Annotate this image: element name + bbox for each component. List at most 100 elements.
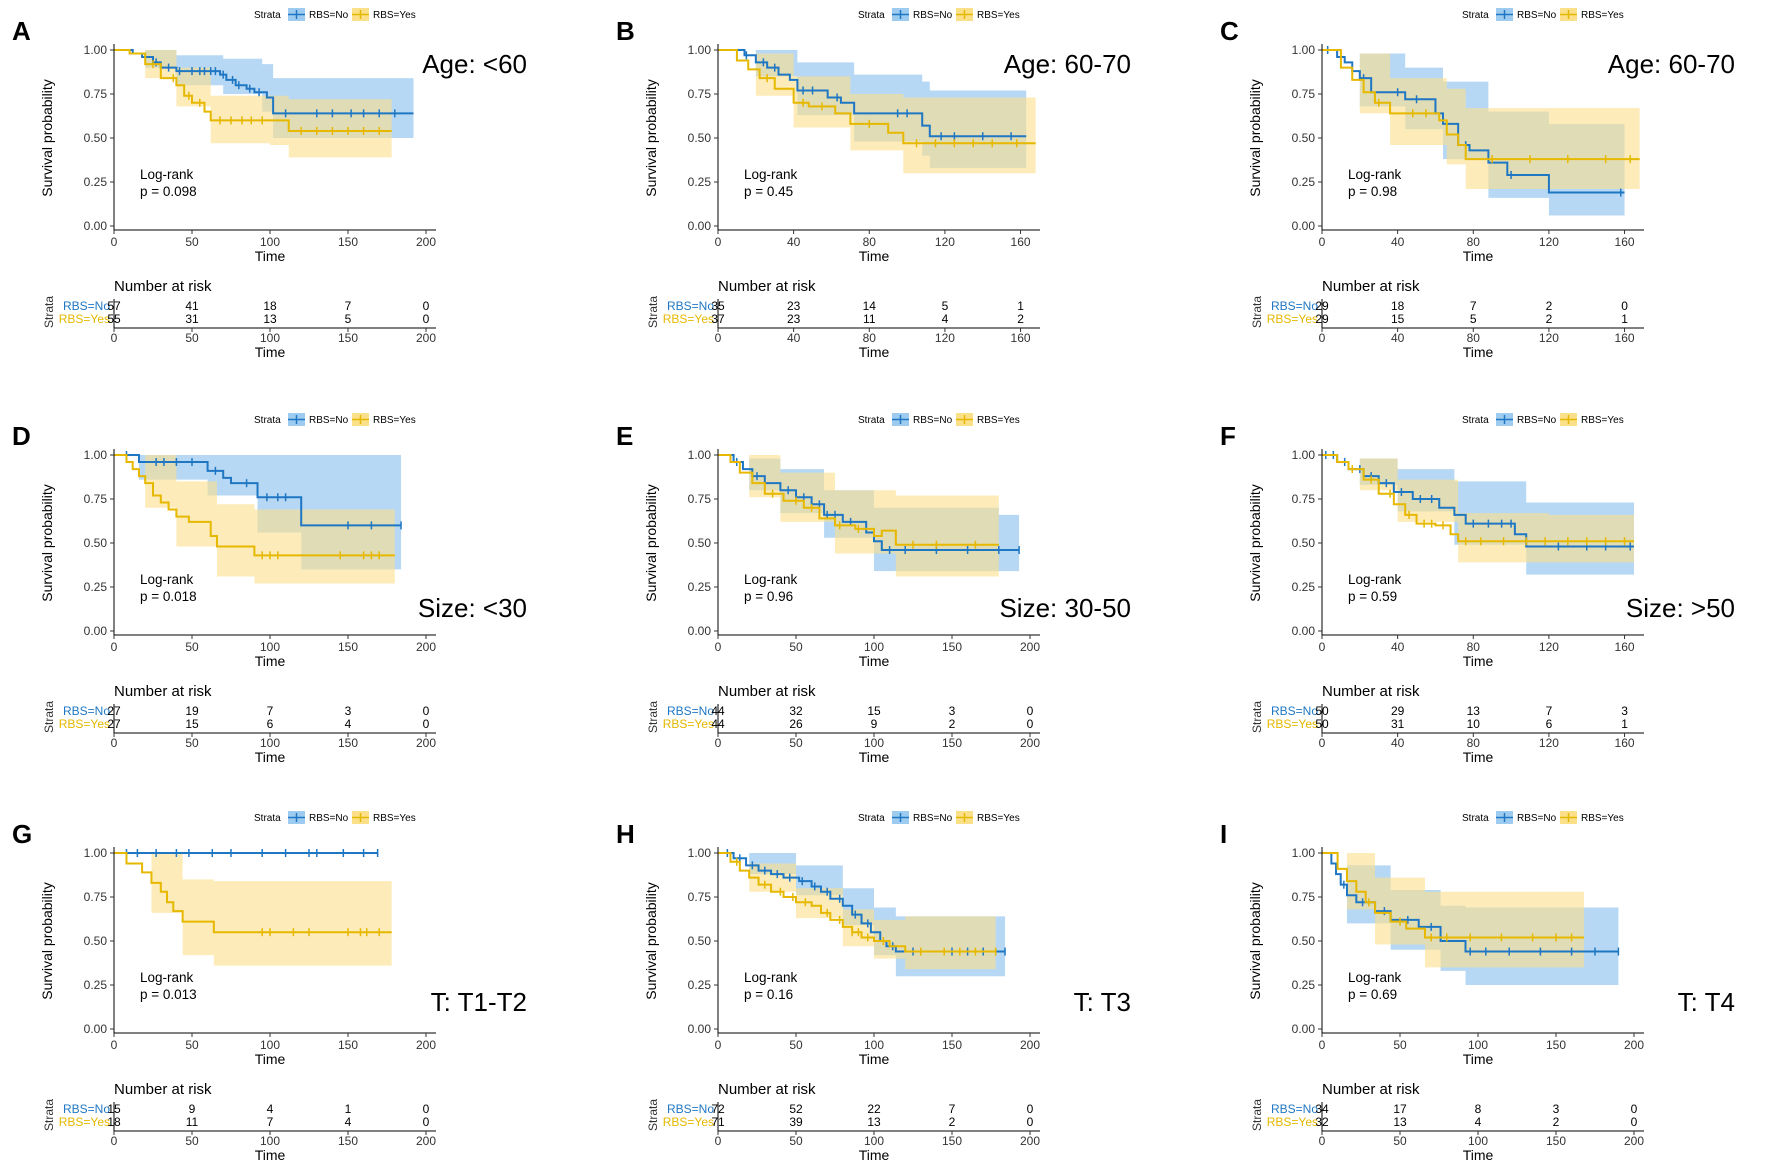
risk-row-label: RBS=Yes bbox=[1267, 1115, 1318, 1129]
ci-band-yes bbox=[1322, 50, 1640, 190]
risk-count: 7 bbox=[1470, 299, 1477, 313]
x-tick-label: 50 bbox=[789, 1038, 803, 1052]
p-value: p = 0.69 bbox=[1348, 987, 1397, 1002]
risk-x-tick-label: 160 bbox=[1011, 331, 1031, 345]
risk-table-title: Number at risk bbox=[718, 278, 816, 295]
risk-x-axis-title: Time bbox=[859, 1147, 890, 1163]
y-axis-title: Survival probability bbox=[643, 882, 659, 1000]
risk-count: 23 bbox=[787, 299, 801, 313]
legend: Strata RBS=No RBS=Yes bbox=[254, 811, 416, 824]
x-tick-label: 150 bbox=[338, 640, 358, 654]
risk-count: 13 bbox=[1467, 704, 1481, 718]
legend: Strata RBS=No RBS=Yes bbox=[858, 8, 1020, 21]
legend-label: RBS=No bbox=[1517, 10, 1557, 21]
panel-letter: F bbox=[1220, 421, 1236, 451]
y-tick-label: 0.00 bbox=[1292, 219, 1316, 233]
risk-row-label: RBS=Yes bbox=[1267, 717, 1318, 731]
risk-count: 4 bbox=[942, 312, 949, 326]
risk-x-tick-label: 50 bbox=[789, 1134, 803, 1148]
ci-band-yes bbox=[114, 853, 392, 966]
risk-count: 3 bbox=[345, 704, 352, 718]
p-value: p = 0.45 bbox=[744, 184, 793, 199]
y-tick-label: 0.00 bbox=[688, 624, 712, 638]
risk-x-tick-label: 200 bbox=[416, 1134, 436, 1148]
risk-count: 0 bbox=[1027, 704, 1034, 718]
x-tick-label: 160 bbox=[1615, 640, 1635, 654]
y-axis-title: Survival probability bbox=[1247, 79, 1263, 197]
risk-strata-label: Strata bbox=[1250, 296, 1264, 328]
risk-count: 6 bbox=[1546, 717, 1553, 731]
risk-table-title: Number at risk bbox=[1322, 1081, 1420, 1098]
risk-x-tick-label: 80 bbox=[1467, 331, 1481, 345]
y-tick-label: 0.75 bbox=[688, 492, 712, 506]
risk-count: 7 bbox=[1546, 704, 1553, 718]
risk-x-tick-label: 100 bbox=[864, 736, 884, 750]
risk-count: 3 bbox=[949, 704, 956, 718]
y-tick-label: 0.50 bbox=[688, 934, 712, 948]
legend-label: RBS=No bbox=[1517, 415, 1557, 426]
legend-label: RBS=Yes bbox=[977, 415, 1020, 426]
risk-row-label: RBS=Yes bbox=[663, 717, 714, 731]
risk-count: 0 bbox=[423, 312, 430, 326]
y-tick-label: 1.00 bbox=[688, 448, 712, 462]
y-axis-title: Survival probability bbox=[39, 484, 55, 602]
x-axis-title: Time bbox=[859, 248, 890, 264]
risk-count: 31 bbox=[1391, 717, 1405, 731]
risk-x-tick-label: 150 bbox=[338, 331, 358, 345]
x-tick-label: 150 bbox=[338, 235, 358, 249]
risk-count: 13 bbox=[867, 1115, 881, 1129]
p-value: p = 0.59 bbox=[1348, 589, 1397, 604]
risk-x-tick-label: 0 bbox=[1319, 331, 1326, 345]
risk-count: 0 bbox=[423, 299, 430, 313]
risk-x-axis-title: Time bbox=[859, 749, 890, 765]
risk-count: 4 bbox=[345, 1115, 352, 1129]
legend-label: RBS=Yes bbox=[977, 813, 1020, 824]
x-tick-label: 0 bbox=[1319, 235, 1326, 249]
risk-table-title: Number at risk bbox=[1322, 683, 1420, 700]
x-tick-label: 40 bbox=[787, 235, 801, 249]
risk-count: 11 bbox=[863, 312, 876, 326]
x-axis-title: Time bbox=[859, 1051, 890, 1067]
risk-x-tick-label: 200 bbox=[1624, 1134, 1644, 1148]
y-tick-label: 0.50 bbox=[84, 536, 108, 550]
legend: Strata RBS=No RBS=Yes bbox=[1462, 413, 1624, 426]
risk-count: 15 bbox=[185, 717, 199, 731]
risk-x-tick-label: 0 bbox=[111, 331, 118, 345]
x-tick-label: 100 bbox=[260, 640, 280, 654]
y-tick-label: 0.50 bbox=[688, 536, 712, 550]
risk-count: 2 bbox=[1553, 1115, 1560, 1129]
risk-count: 39 bbox=[789, 1115, 803, 1129]
x-tick-label: 50 bbox=[1393, 1038, 1407, 1052]
risk-count: 5 bbox=[1470, 312, 1477, 326]
x-tick-label: 150 bbox=[942, 1038, 962, 1052]
subgroup-annotation: Age: 60-70 bbox=[1004, 49, 1131, 79]
x-tick-label: 200 bbox=[416, 1038, 436, 1052]
km-curve-no bbox=[114, 454, 402, 527]
y-tick-label: 0.75 bbox=[84, 890, 108, 904]
x-tick-label: 200 bbox=[1020, 640, 1040, 654]
risk-count: 2 bbox=[949, 1115, 956, 1129]
legend-title: Strata bbox=[1462, 415, 1489, 426]
y-tick-label: 0.50 bbox=[1292, 934, 1316, 948]
risk-strata-label: Strata bbox=[646, 1099, 660, 1131]
risk-x-tick-label: 50 bbox=[789, 736, 803, 750]
y-tick-label: 0.00 bbox=[688, 219, 712, 233]
risk-strata-label: Strata bbox=[1250, 1099, 1264, 1131]
y-tick-label: 0.50 bbox=[84, 934, 108, 948]
risk-x-tick-label: 150 bbox=[338, 736, 358, 750]
y-tick-label: 0.75 bbox=[688, 87, 712, 101]
ci-band-yes bbox=[718, 853, 996, 970]
x-tick-label: 100 bbox=[864, 640, 884, 654]
subgroup-annotation: Age: 60-70 bbox=[1608, 49, 1735, 79]
legend-label: RBS=Yes bbox=[1581, 415, 1624, 426]
x-tick-label: 40 bbox=[1391, 235, 1405, 249]
risk-row-label: RBS=No bbox=[1271, 299, 1318, 313]
y-tick-label: 0.25 bbox=[688, 175, 712, 189]
y-tick-label: 1.00 bbox=[688, 846, 712, 860]
y-axis-title: Survival probability bbox=[643, 484, 659, 602]
risk-x-tick-label: 0 bbox=[715, 331, 722, 345]
